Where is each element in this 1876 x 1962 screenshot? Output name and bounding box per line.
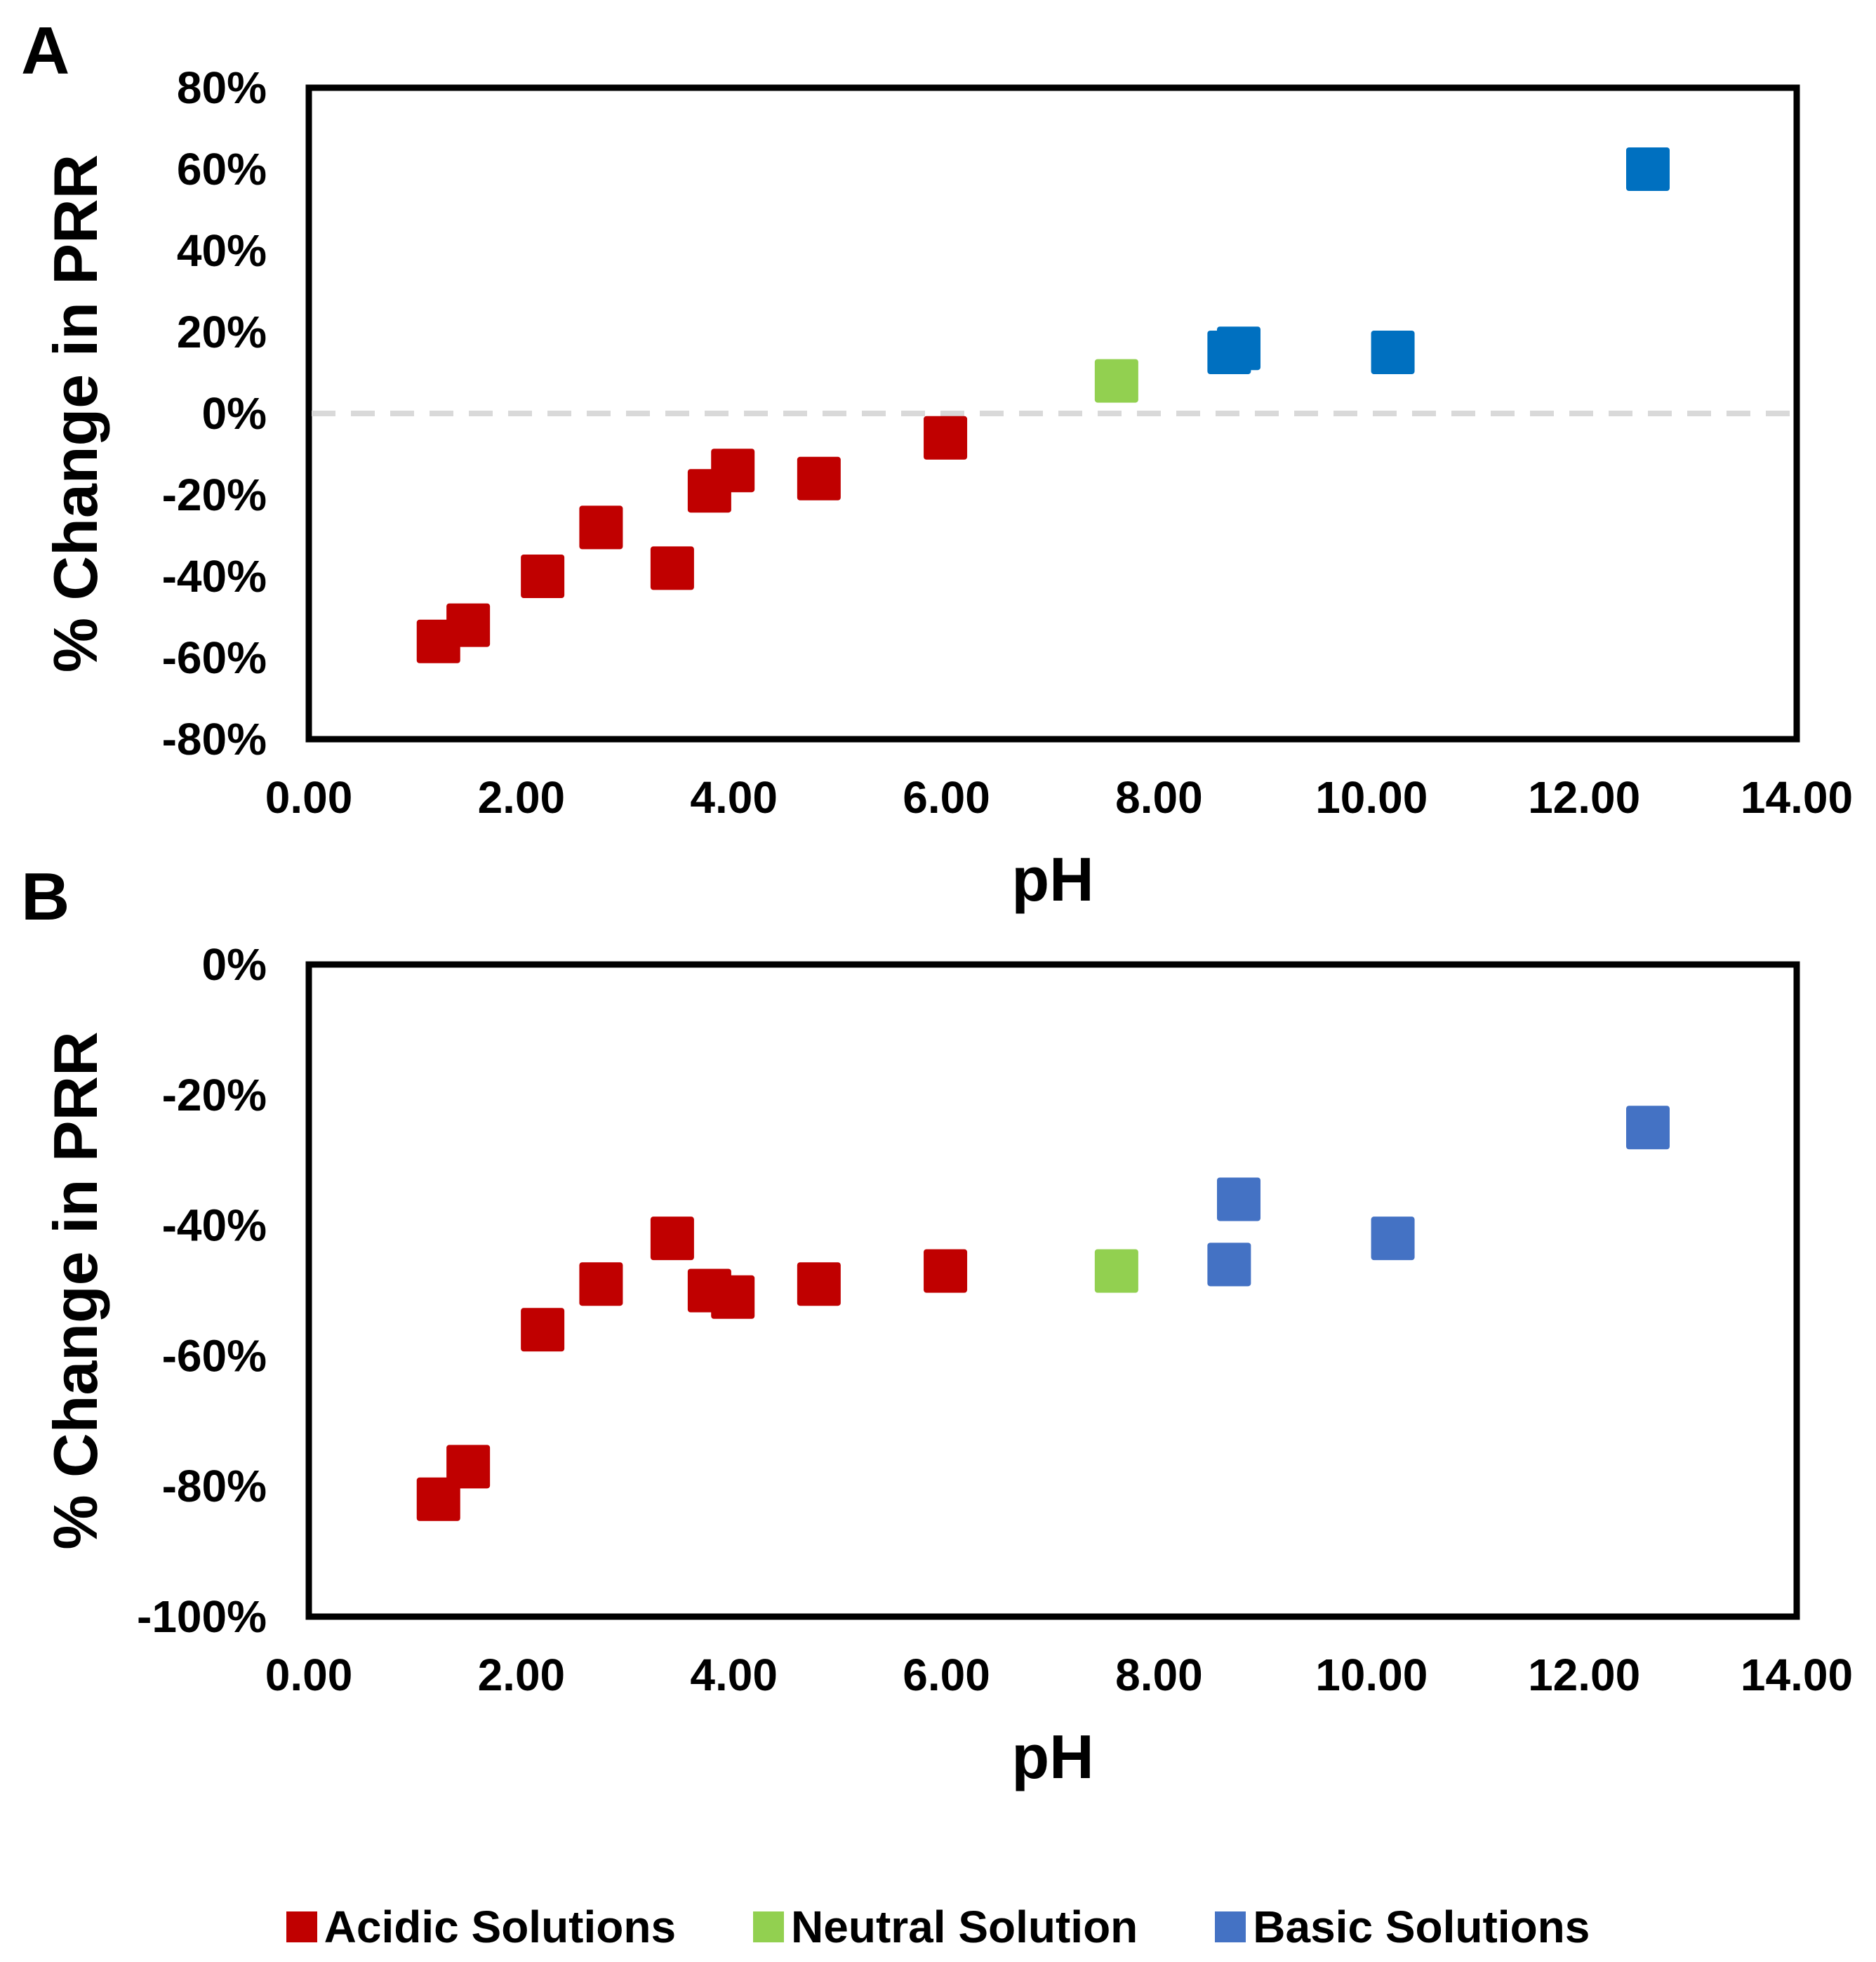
x-tick-label: 12.00 — [1528, 1650, 1640, 1700]
data-point-basic-solutions — [1207, 1242, 1251, 1287]
x-tick-label: 4.00 — [690, 1650, 778, 1700]
data-point-acidic-solutions — [579, 505, 623, 550]
legend-label-basic: Basic Solutions — [1253, 1902, 1590, 1952]
y-tick-label: 0% — [202, 939, 267, 990]
chart-b: 0% -20% -40% -60% -80% -100% 0.00 2.00 4.00 6.00 8… — [41, 939, 1853, 1791]
x-tick-label: 2.00 — [478, 772, 566, 823]
data-point-basic-solutions — [1371, 331, 1415, 374]
data-point-acidic-solutions — [797, 456, 841, 501]
data-point-acidic-solutions — [579, 1262, 623, 1306]
y-tick-label: -20% — [162, 470, 267, 520]
y-tick-label: 0% — [202, 388, 267, 439]
x-tick-label: 2.00 — [478, 1650, 566, 1700]
x-tick-label: 10.00 — [1315, 1650, 1428, 1700]
x-tick-label: 0.00 — [265, 1650, 353, 1700]
data-point-basic-solutions — [1217, 1177, 1260, 1221]
data-point-neutral-solution — [1094, 359, 1138, 403]
data-point-neutral-solution — [1094, 1249, 1138, 1293]
x-tick-label: 14.00 — [1741, 772, 1853, 823]
y-tick-label: -20% — [162, 1070, 267, 1120]
y-tick-label: -100% — [137, 1591, 267, 1642]
data-point-acidic-solutions — [924, 1249, 968, 1293]
data-point-acidic-solutions — [924, 416, 968, 460]
legend-item-acidic: Acidic Solutions — [286, 1901, 676, 1953]
data-point-acidic-solutions — [711, 449, 755, 493]
y-axis-title: % Change in PRR — [41, 154, 110, 672]
data-point-acidic-solutions — [797, 1262, 841, 1306]
x-axis-title: pH — [1011, 844, 1093, 914]
x-tick-label: 10.00 — [1315, 772, 1428, 823]
y-tick-label: -80% — [162, 1461, 267, 1511]
legend-swatch-neutral — [753, 1911, 785, 1942]
legend-swatch-acidic — [286, 1911, 317, 1942]
x-tick-label: 4.00 — [690, 772, 778, 823]
data-point-acidic-solutions — [711, 1275, 755, 1319]
legend-item-basic: Basic Solutions — [1215, 1901, 1590, 1953]
x-tick-label: 8.00 — [1115, 1650, 1203, 1700]
data-point-acidic-solutions — [521, 555, 565, 598]
panel-label-b: B — [21, 859, 69, 934]
x-tick-label: 0.00 — [265, 772, 353, 823]
plot-frame — [305, 961, 1800, 1620]
plot-frame — [305, 84, 1800, 743]
data-point-acidic-solutions — [446, 1445, 491, 1489]
y-tick-label: 60% — [177, 144, 267, 194]
panel-label-a: A — [21, 13, 69, 88]
legend-item-neutral: Neutral Solution — [753, 1901, 1138, 1953]
data-point-acidic-solutions — [650, 1217, 694, 1261]
legend-swatch-basic — [1215, 1911, 1246, 1942]
x-axis-title: pH — [1011, 1722, 1093, 1791]
chart-a: 80% 60% 40% 20% 0% -20% -40% -60% -80% 0.00 2.00 4.… — [41, 62, 1853, 914]
x-tick-label: 6.00 — [903, 1650, 990, 1700]
data-point-acidic-solutions — [446, 603, 491, 647]
x-tick-label: 14.00 — [1741, 1650, 1853, 1700]
x-tick-label: 6.00 — [903, 772, 990, 823]
y-tick-label: -40% — [162, 551, 267, 602]
data-point-acidic-solutions — [521, 1308, 565, 1352]
y-tick-label: 40% — [177, 225, 267, 276]
y-tick-label: 80% — [177, 62, 267, 113]
y-tick-label: -80% — [162, 714, 267, 764]
data-point-basic-solutions — [1371, 1217, 1415, 1261]
y-tick-label: 20% — [177, 307, 267, 357]
data-point-basic-solutions — [1626, 1106, 1670, 1150]
y-tick-label: -60% — [162, 1330, 267, 1381]
x-tick-label: 12.00 — [1528, 772, 1640, 823]
x-tick-label: 8.00 — [1115, 772, 1203, 823]
data-point-basic-solutions — [1217, 326, 1260, 371]
y-axis-title: % Change in PRR — [41, 1031, 110, 1549]
y-tick-label: -40% — [162, 1200, 267, 1251]
data-point-basic-solutions — [1626, 147, 1670, 191]
legend: Acidic Solutions Neutral Solution Basic … — [0, 1895, 1876, 1958]
legend-label-acidic: Acidic Solutions — [324, 1902, 677, 1952]
data-point-acidic-solutions — [650, 546, 694, 590]
legend-label-neutral: Neutral Solution — [791, 1902, 1138, 1952]
y-tick-label: -60% — [162, 632, 267, 683]
